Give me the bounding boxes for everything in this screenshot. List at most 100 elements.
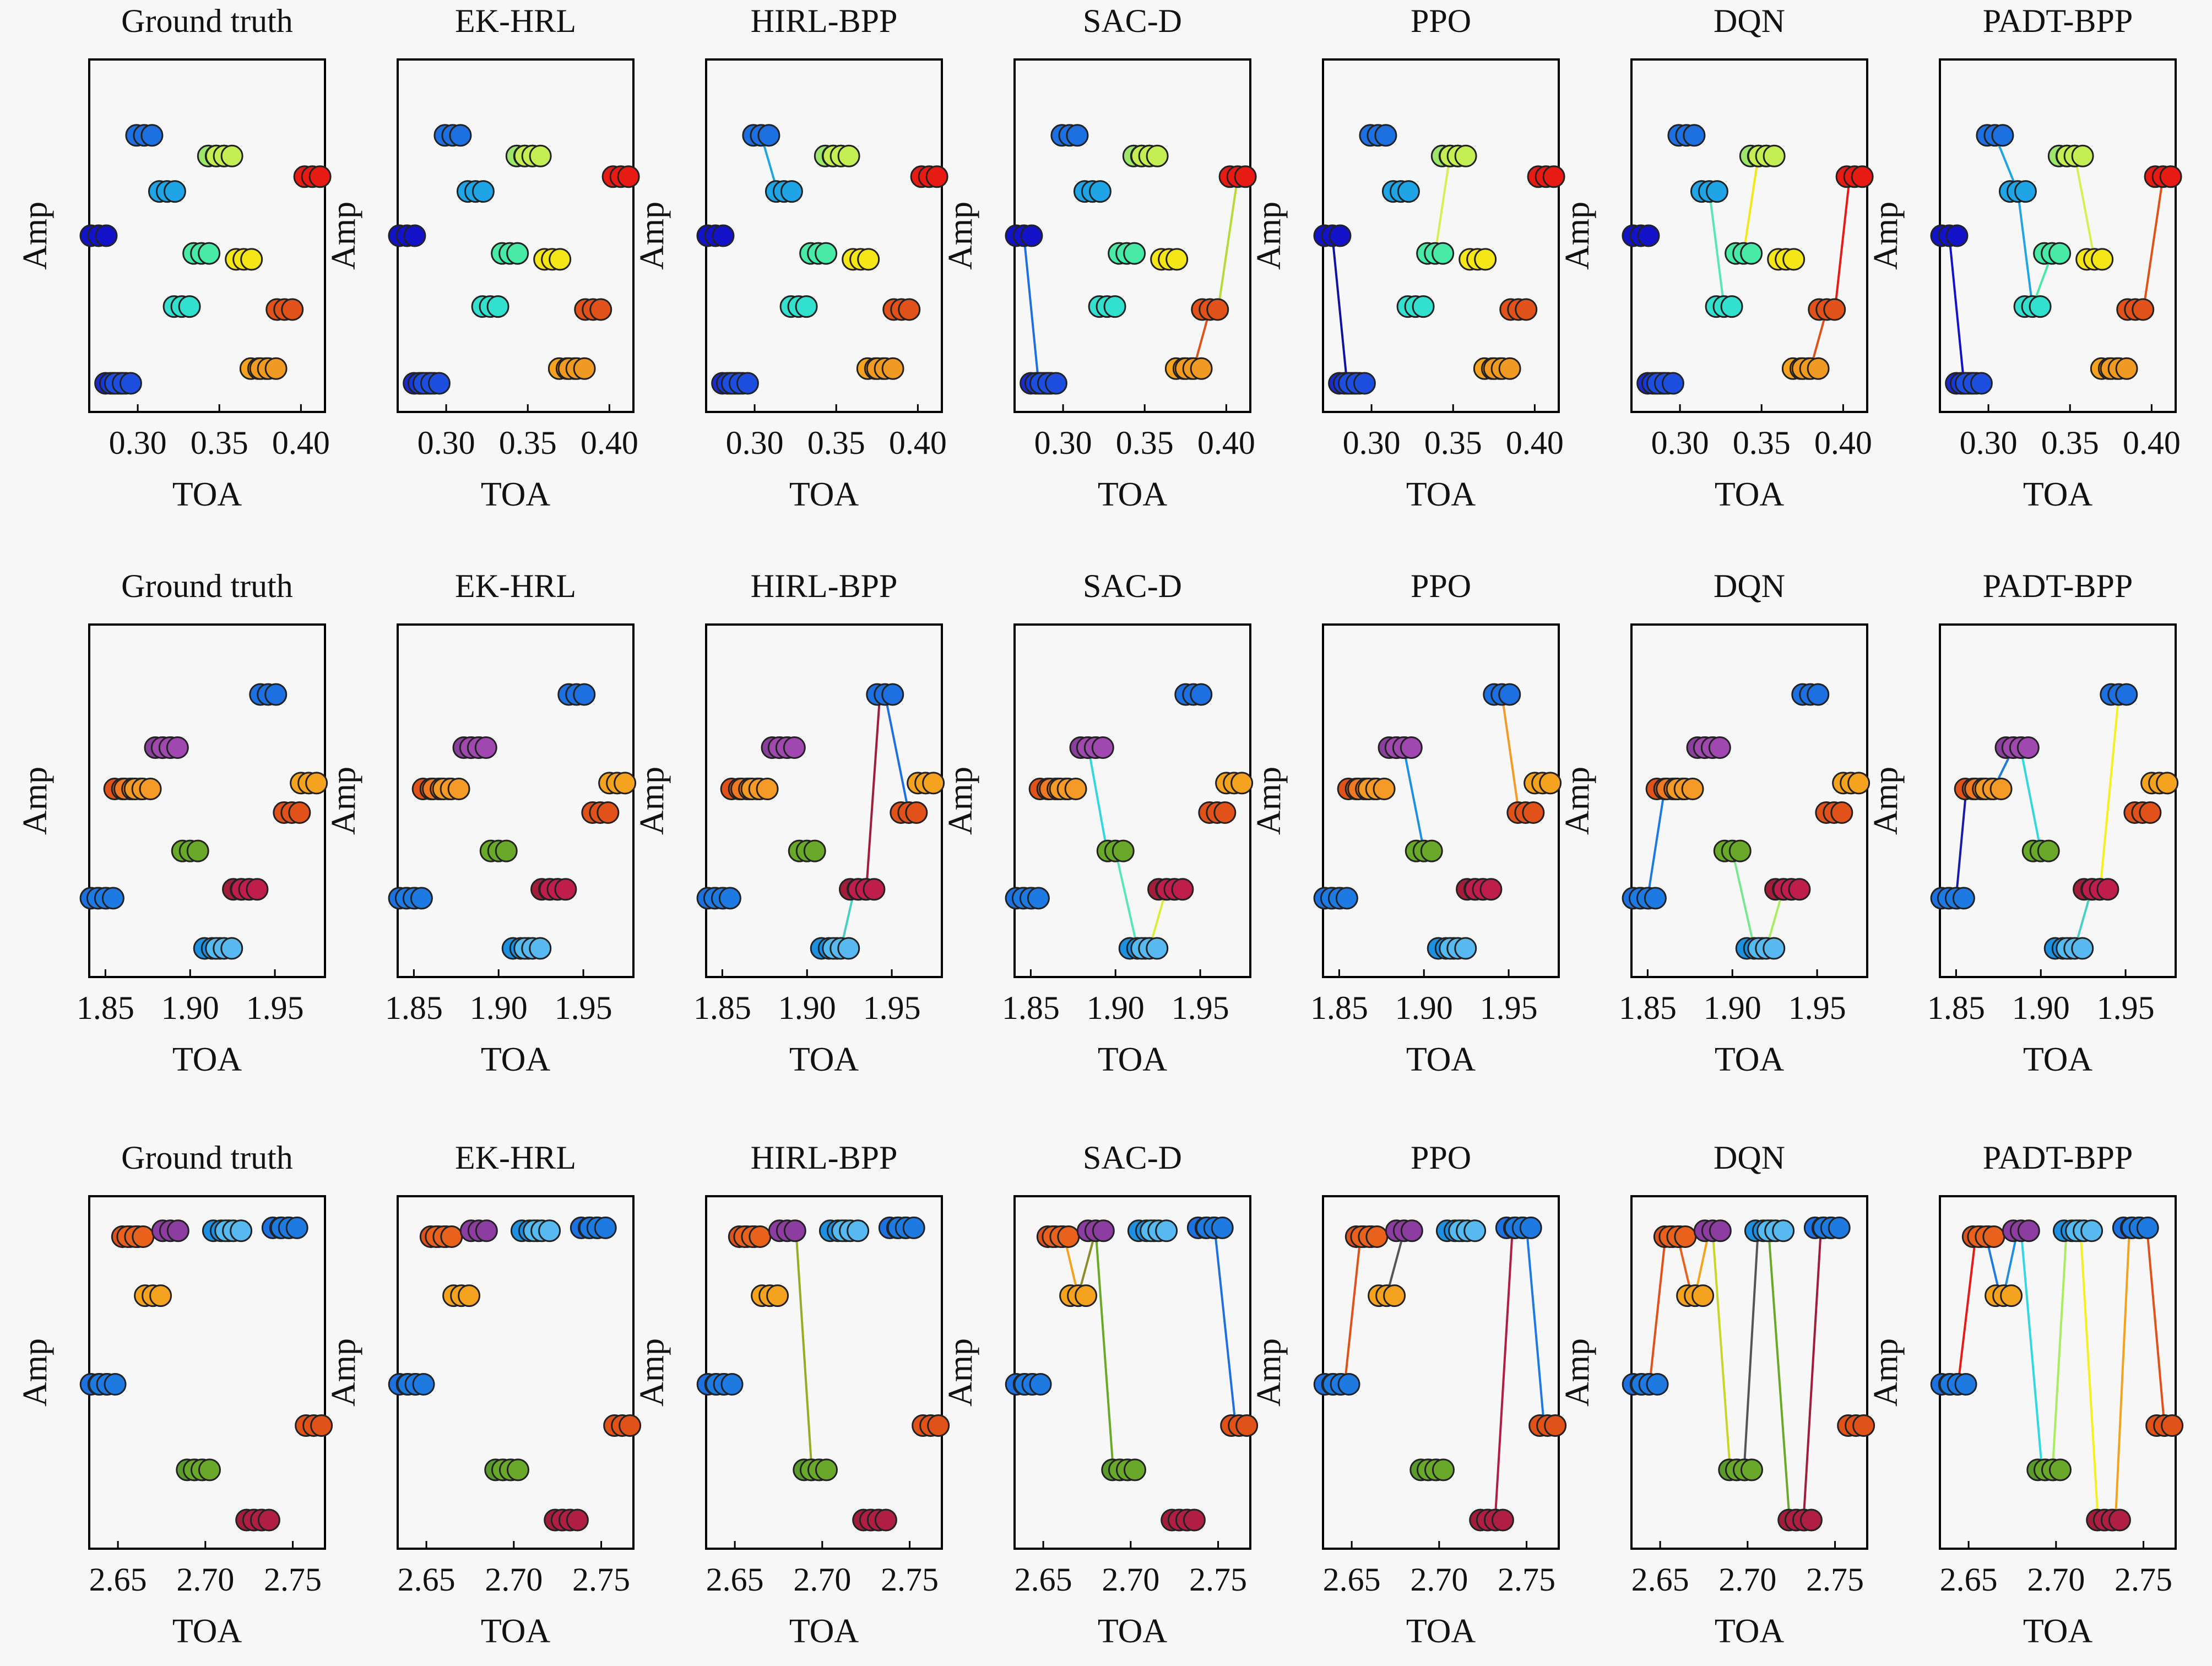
subplot-r1-4: SAC-D 0.30 0.35 0.40 TOA Amp [942,3,1257,513]
data-point [139,778,162,801]
y-axis-label: Amp [633,767,671,835]
x-tick-label: 2.65 [1323,1561,1381,1598]
data-point [1029,1372,1052,1396]
data-point [495,839,518,862]
y-axis-label: Amp [1559,202,1596,270]
x-axis-label: TOA [789,476,859,513]
subplot-title: EK-HRL [455,3,576,39]
x-axis-label: TOA [789,1613,859,1650]
y-axis-label: Amp [1250,1338,1288,1407]
data-point [246,878,269,901]
data-point [1683,124,1706,147]
data-point [1374,124,1397,147]
data-point [927,1414,950,1437]
data-point [486,295,509,318]
link-line [1948,235,1965,384]
data-point [1400,1219,1423,1242]
x-tick-label: 2.65 [1015,1561,1072,1598]
data-point [305,772,328,795]
data-point [1705,180,1728,203]
data-point [1691,1284,1715,1307]
data-point [1830,801,1853,824]
x-tick-label: 2.75 [1806,1561,1864,1598]
subplot-r3-5: PPO 2.65 2.70 2.75 TOA Amp [1250,1139,1567,1650]
axes-frame [705,623,943,978]
x-tick-label: 2.70 [793,1561,851,1598]
data-point [240,248,263,271]
axes-frame [397,58,635,413]
data-point [1454,937,1477,960]
data-point [1823,298,1846,321]
axes-frame [1630,1195,1868,1550]
data-point [458,1284,481,1307]
data-point [718,887,741,910]
data-point [1544,1414,1567,1437]
x-tick-label: 0.35 [807,425,865,461]
x-tick-label: 1.90 [161,990,219,1026]
data-point [1807,357,1830,380]
data-point [1542,165,1565,188]
data-point [1397,180,1420,203]
axes-frame [705,1195,943,1550]
x-tick-label: 0.40 [1197,425,1255,461]
x-tick-label: 0.30 [726,425,784,461]
data-point [1211,1216,1234,1239]
x-tick-label: 1.95 [1788,990,1846,1026]
x-axis-label: TOA [2023,1041,2093,1078]
x-tick-label: 0.40 [889,425,947,461]
data-point [529,144,552,167]
data-point [2136,1216,2159,1239]
data-point [1637,224,1660,247]
data-point [264,357,288,380]
x-tick-label: 1.85 [1927,990,1985,1026]
data-point [617,165,640,188]
link-line [1331,235,1348,384]
x-tick-label: 1.95 [1480,990,1538,1026]
data-point [863,878,886,901]
data-point [1171,878,1194,901]
data-point [597,801,620,824]
data-point [1709,1219,1732,1242]
data-point [257,1508,280,1532]
y-axis-label: Amp [325,1338,362,1407]
data-point [1989,778,2013,801]
x-tick-label: 0.35 [499,425,557,461]
data-point [1383,1284,1406,1307]
data-point [2048,242,2072,265]
data-point [1970,372,1993,395]
subplot-title: HIRL-BPP [751,3,898,39]
data-point [712,224,735,247]
data-point [922,772,945,795]
data-point [1165,248,1189,271]
axes-frame [88,623,326,978]
data-point [1235,1414,1259,1437]
data-point [2096,878,2119,901]
subplot-title: HIRL-BPP [751,1139,898,1176]
data-point [220,937,243,960]
data-point [506,242,529,265]
data-point [1852,1414,1875,1437]
data-point [1728,839,1752,862]
data-point [1353,372,1376,395]
data-point [1799,1508,1823,1532]
link-line [1343,1236,1362,1385]
link-line [883,694,910,813]
x-tick-label: 1.95 [2097,990,2155,1026]
data-point [757,124,780,147]
x-tick-label: 1.90 [2012,990,2070,1026]
subplot-r3-3: HIRL-BPP 2.65 2.70 2.75 TOA Amp [633,1139,950,1650]
x-tick-label: 0.40 [1814,425,1872,461]
data-point [288,801,311,824]
subplot-title: Ground truth [121,3,293,39]
data-point [795,295,818,318]
x-tick-label: 1.90 [1087,990,1145,1026]
data-point [1772,1219,1795,1242]
data-point [736,372,759,395]
x-tick-label: 0.40 [272,425,330,461]
y-axis-label: Amp [1867,767,1905,835]
x-tick-label: 2.65 [706,1561,764,1598]
link-line [1742,155,1760,254]
data-point [506,1458,529,1482]
subplot-title: PPO [1411,568,1471,604]
